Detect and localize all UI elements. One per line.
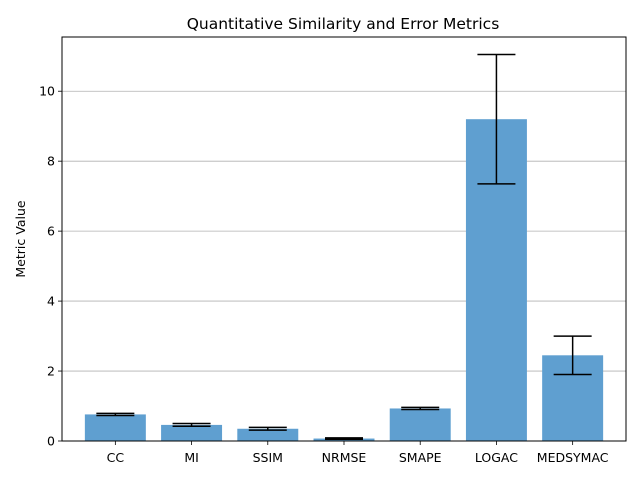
error-bar-logac xyxy=(477,53,516,185)
error-bar-smape xyxy=(401,406,440,411)
error-bars xyxy=(96,53,592,441)
x-tick-label-smape: SMAPE xyxy=(399,450,442,465)
x-tick-label-medsymac: MEDSYMAC xyxy=(537,450,609,465)
error-bar-ssim xyxy=(248,426,287,431)
y-tick-label-2: 2 xyxy=(47,364,55,379)
chart-title: Quantitative Similarity and Error Metric… xyxy=(187,15,500,33)
bar-mi xyxy=(161,424,223,441)
error-bar-mi xyxy=(172,422,211,428)
x-tick-label-ssim: SSIM xyxy=(253,450,283,465)
error-bar-medsymac xyxy=(553,335,592,376)
x-tick-label-nrmse: NRMSE xyxy=(322,450,367,465)
x-axis-ticks: CC MI SSIM NRMSE SMAPE LOGAC MEDSYMAC xyxy=(107,441,609,465)
x-tick-label-cc: CC xyxy=(107,450,125,465)
x-tick-label-logac: LOGAC xyxy=(475,450,518,465)
y-tick-label-10: 10 xyxy=(39,84,55,99)
error-bar-cc xyxy=(96,412,135,417)
y-axis-ticks: 0 2 4 6 8 10 xyxy=(39,84,62,449)
y-tick-label-4: 4 xyxy=(47,294,55,309)
y-tick-label-6: 6 xyxy=(47,224,55,239)
y-tick-label-8: 8 xyxy=(47,154,55,169)
bar-cc xyxy=(84,414,146,441)
y-tick-label-0: 0 xyxy=(47,434,55,449)
bar-ssim xyxy=(237,428,299,441)
error-bar-nrmse xyxy=(325,437,363,441)
y-axis-label: Metric Value xyxy=(13,200,28,277)
x-tick-label-mi: MI xyxy=(184,450,198,465)
bar-smape xyxy=(389,408,451,441)
